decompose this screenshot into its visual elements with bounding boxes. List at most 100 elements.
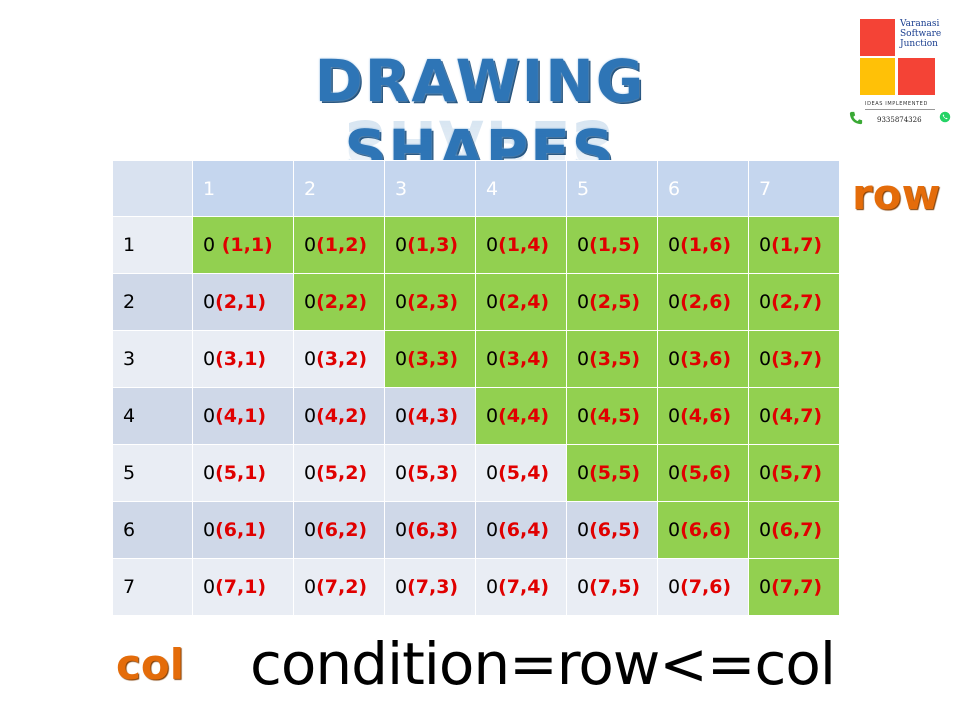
logo-yellow-square bbox=[860, 58, 895, 95]
cell-value: 0 bbox=[486, 405, 499, 427]
matrix-cell: 0(2,7) bbox=[748, 273, 840, 331]
matrix-cell: 0(2,3) bbox=[384, 273, 476, 331]
cell-value: 0 bbox=[486, 348, 499, 370]
matrix-cell: 0(6,6) bbox=[657, 501, 749, 559]
column-header: 2 bbox=[293, 160, 385, 217]
cell-coordinate: (1,1) bbox=[215, 234, 273, 256]
cell-value: 0 bbox=[759, 519, 772, 541]
matrix-cell: 0(5,6) bbox=[657, 444, 749, 502]
cell-coordinate: (6,2) bbox=[316, 519, 368, 541]
matrix-cell: 0(5,5) bbox=[566, 444, 658, 502]
cell-coordinate: (4,4) bbox=[498, 405, 550, 427]
cell-value: 0 bbox=[304, 519, 317, 541]
logo-brand-line3: Junction bbox=[900, 39, 938, 49]
cell-value: 0 bbox=[759, 576, 772, 598]
cell-value: 0 bbox=[486, 519, 499, 541]
matrix-cell: 0(6,3) bbox=[384, 501, 476, 559]
matrix-cell: 0(6,1) bbox=[192, 501, 294, 559]
col-axis-label: col bbox=[116, 640, 185, 689]
cell-coordinate: (2,4) bbox=[498, 291, 550, 313]
column-header: 4 bbox=[475, 160, 567, 217]
matrix-cell: 0(7,5) bbox=[566, 558, 658, 616]
matrix-cell: 0(3,5) bbox=[566, 330, 658, 388]
cell-value: 0 bbox=[668, 462, 681, 484]
column-header: 1 bbox=[192, 160, 294, 217]
cell-value: 0 bbox=[395, 576, 408, 598]
column-header: 3 bbox=[384, 160, 476, 217]
cell-coordinate: (2,7) bbox=[771, 291, 823, 313]
table-row: 5 0(5,1) 0(5,2) 0(5,3) 0(5,4) 0(5,5) 0(5,6) 0(5… bbox=[112, 444, 840, 502]
table-row: 7 0(7,1) 0(7,2) 0(7,3) 0(7,4) 0(7,5) 0(7,6) 0(7… bbox=[112, 558, 840, 616]
cell-value: 0 bbox=[759, 234, 772, 256]
cell-coordinate: (7,4) bbox=[498, 576, 550, 598]
cell-value: 0 bbox=[668, 348, 681, 370]
cell-value: 0 bbox=[395, 348, 408, 370]
matrix-cell: 0(6,5) bbox=[566, 501, 658, 559]
cell-value: 0 bbox=[203, 291, 216, 313]
matrix-cell: 0(4,7) bbox=[748, 387, 840, 445]
table-row: 2 0(2,1) 0(2,2) 0(2,3) 0(2,4) 0(2,5) 0(2,6) 0(2… bbox=[112, 273, 840, 331]
cell-coordinate: (6,6) bbox=[680, 519, 732, 541]
matrix-cell: 0(5,7) bbox=[748, 444, 840, 502]
cell-value: 0 bbox=[395, 405, 408, 427]
row-header: 1 bbox=[112, 216, 193, 274]
cell-value: 0 bbox=[203, 348, 216, 370]
matrix-cell: 0(7,7) bbox=[748, 558, 840, 616]
cell-coordinate: (5,4) bbox=[498, 462, 550, 484]
matrix-cell: 0(1,4) bbox=[475, 216, 567, 274]
matrix-cell: 0(2,1) bbox=[192, 273, 294, 331]
cell-coordinate: (1,5) bbox=[589, 234, 641, 256]
logo-brand: Varanasi Software Junction bbox=[900, 19, 941, 49]
matrix-cell: 0(1,2) bbox=[293, 216, 385, 274]
matrix-cell: 0(5,2) bbox=[293, 444, 385, 502]
cell-value: 0 bbox=[395, 462, 408, 484]
matrix-cell: 0(2,5) bbox=[566, 273, 658, 331]
condition-text: condition=row<=col bbox=[250, 630, 836, 698]
cell-coordinate: (4,2) bbox=[316, 405, 368, 427]
matrix-cell: 0(7,3) bbox=[384, 558, 476, 616]
cell-value: 0 bbox=[304, 405, 317, 427]
matrix-cell: 0(4,5) bbox=[566, 387, 658, 445]
cell-coordinate: (1,3) bbox=[407, 234, 459, 256]
cell-value: 0 bbox=[395, 519, 408, 541]
row-axis-label: row bbox=[852, 170, 941, 219]
matrix-cell: 0(6,7) bbox=[748, 501, 840, 559]
cell-value: 0 bbox=[486, 462, 499, 484]
cell-coordinate: (2,1) bbox=[215, 291, 267, 313]
matrix-cell: 0(3,7) bbox=[748, 330, 840, 388]
row-header: 3 bbox=[112, 330, 193, 388]
cell-coordinate: (6,4) bbox=[498, 519, 550, 541]
logo-tagline: IDEAS IMPLEMENTED bbox=[865, 101, 928, 107]
cell-value: 0 bbox=[759, 405, 772, 427]
matrix-cell: 0(5,1) bbox=[192, 444, 294, 502]
column-header: 7 bbox=[748, 160, 840, 217]
cell-coordinate: (3,7) bbox=[771, 348, 823, 370]
matrix-cell: 0(5,3) bbox=[384, 444, 476, 502]
table-row: 6 0(6,1) 0(6,2) 0(6,3) 0(6,4) 0(6,5) 0(6,6) 0(6… bbox=[112, 501, 840, 559]
title-block: DRAWING SHAPES DRAWING SHAPES bbox=[200, 46, 760, 245]
matrix-cell: 0(4,6) bbox=[657, 387, 749, 445]
logo-divider bbox=[865, 109, 935, 110]
cell-value: 0 bbox=[203, 234, 216, 256]
matrix-cell: 0(3,6) bbox=[657, 330, 749, 388]
column-header: 6 bbox=[657, 160, 749, 217]
matrix-cell: 0(4,4) bbox=[475, 387, 567, 445]
cell-coordinate: (7,6) bbox=[680, 576, 732, 598]
row-header: 5 bbox=[112, 444, 193, 502]
cell-coordinate: (1,7) bbox=[771, 234, 823, 256]
matrix-cell: 0(7,1) bbox=[192, 558, 294, 616]
cell-coordinate: (5,3) bbox=[407, 462, 459, 484]
row-header: 2 bbox=[112, 273, 193, 331]
matrix-cell: 0(1,3) bbox=[384, 216, 476, 274]
logo-brand-line1: Varanasi bbox=[900, 19, 940, 29]
cell-coordinate: (5,7) bbox=[771, 462, 823, 484]
column-header: 5 bbox=[566, 160, 658, 217]
cell-value: 0 bbox=[577, 462, 590, 484]
cell-coordinate: (5,1) bbox=[215, 462, 267, 484]
cell-value: 0 bbox=[577, 519, 590, 541]
matrix-cell: 0(3,2) bbox=[293, 330, 385, 388]
cell-value: 0 bbox=[203, 519, 216, 541]
cell-coordinate: (3,3) bbox=[407, 348, 459, 370]
cell-value: 0 bbox=[486, 291, 499, 313]
